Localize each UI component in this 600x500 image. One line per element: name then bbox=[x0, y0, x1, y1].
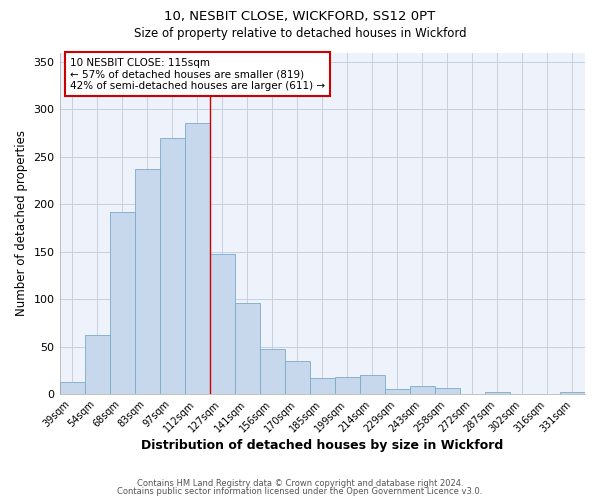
Bar bbox=[560, 392, 585, 394]
Bar bbox=[485, 392, 510, 394]
Bar bbox=[410, 386, 435, 394]
Bar bbox=[185, 122, 209, 394]
Bar bbox=[435, 388, 460, 394]
Bar bbox=[260, 348, 285, 394]
Bar bbox=[360, 375, 385, 394]
Bar bbox=[134, 169, 160, 394]
Text: 10 NESBIT CLOSE: 115sqm
← 57% of detached houses are smaller (819)
42% of semi-d: 10 NESBIT CLOSE: 115sqm ← 57% of detache… bbox=[70, 58, 325, 91]
Bar bbox=[385, 390, 410, 394]
Text: Size of property relative to detached houses in Wickford: Size of property relative to detached ho… bbox=[134, 28, 466, 40]
Bar bbox=[59, 382, 85, 394]
X-axis label: Distribution of detached houses by size in Wickford: Distribution of detached houses by size … bbox=[141, 440, 503, 452]
Bar bbox=[160, 138, 185, 394]
Bar bbox=[310, 378, 335, 394]
Bar bbox=[235, 303, 260, 394]
Bar bbox=[335, 377, 360, 394]
Bar bbox=[110, 212, 134, 394]
Y-axis label: Number of detached properties: Number of detached properties bbox=[15, 130, 28, 316]
Text: Contains public sector information licensed under the Open Government Licence v3: Contains public sector information licen… bbox=[118, 487, 482, 496]
Bar bbox=[209, 254, 235, 394]
Text: Contains HM Land Registry data © Crown copyright and database right 2024.: Contains HM Land Registry data © Crown c… bbox=[137, 478, 463, 488]
Text: 10, NESBIT CLOSE, WICKFORD, SS12 0PT: 10, NESBIT CLOSE, WICKFORD, SS12 0PT bbox=[164, 10, 436, 23]
Bar bbox=[85, 336, 110, 394]
Bar bbox=[285, 361, 310, 394]
